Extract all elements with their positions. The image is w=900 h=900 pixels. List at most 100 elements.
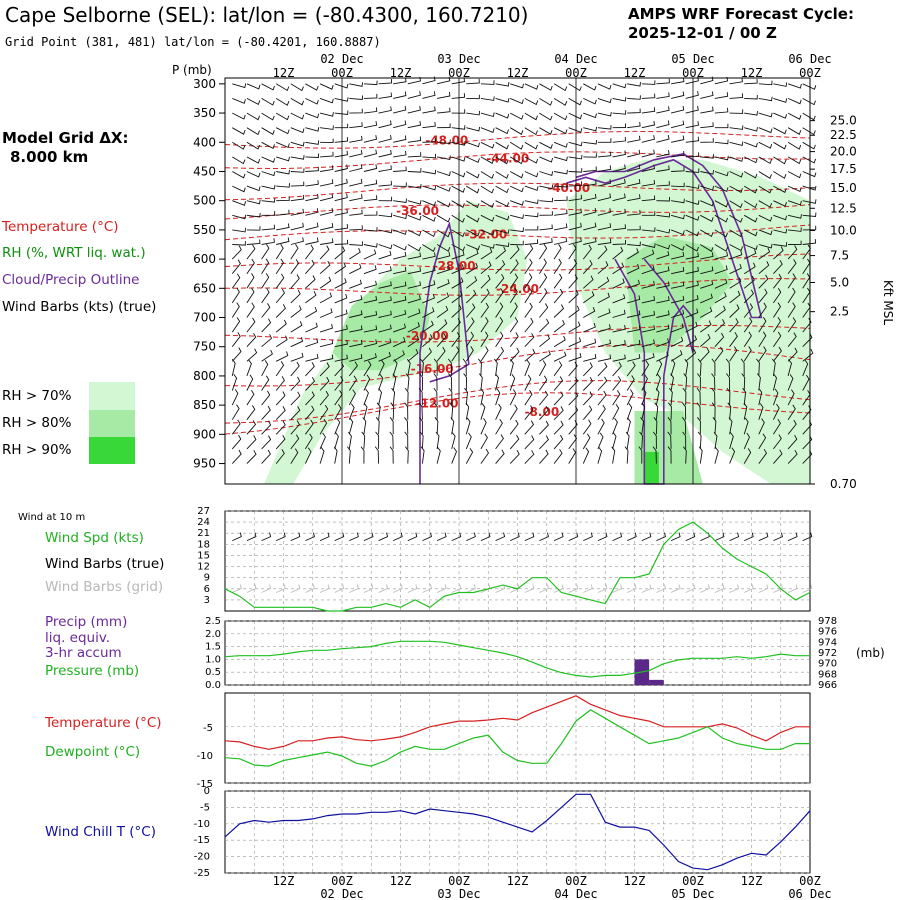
- top-hour-label: 00Z: [682, 66, 704, 80]
- wind-barb: [553, 361, 563, 377]
- wind-barb: [436, 319, 448, 333]
- wind-barb: [641, 280, 655, 289]
- wind-barb: [729, 185, 743, 193]
- wind-barb: [583, 166, 597, 172]
- wind-barb: [404, 431, 409, 449]
- wind-barb: [261, 318, 272, 333]
- wind-barb: [696, 387, 701, 406]
- wind-barb: [553, 434, 564, 450]
- wind-barb: [451, 77, 465, 85]
- wind-barb: [597, 97, 612, 104]
- kft-axis-title: Kft MSL: [881, 280, 895, 325]
- wind-barb: [553, 406, 564, 421]
- wind-barb: [743, 185, 758, 194]
- wind-barb: [788, 227, 802, 232]
- precip-legend-2: liq. equiv.: [45, 630, 110, 646]
- wind-barb: [597, 432, 604, 450]
- pressure-tick-label: 978: [818, 616, 837, 627]
- wind-barb: [597, 111, 612, 117]
- wind-barb: [275, 258, 284, 274]
- wind-barb: [539, 98, 553, 106]
- wind-barb: [246, 258, 255, 274]
- wind-barb: [390, 402, 395, 420]
- wind-barb: [583, 307, 596, 318]
- wind-barb: [436, 332, 447, 348]
- wind-barb: [787, 141, 802, 150]
- wind-barb: [524, 420, 535, 435]
- wind-barb: [466, 141, 480, 148]
- wind-barb: [451, 229, 465, 238]
- wind-barb: [612, 294, 626, 304]
- top-hour-label: 00Z: [448, 66, 470, 80]
- wind-barb: [758, 243, 773, 249]
- wind-barb: [773, 141, 787, 150]
- wind-barb: [802, 225, 817, 231]
- wind-barb: [773, 449, 783, 464]
- wind-barb: [480, 247, 493, 260]
- wind-barb: [407, 121, 422, 129]
- wind-barb: [433, 402, 438, 420]
- wind-barb: [422, 280, 436, 289]
- surface-barb-true: [407, 532, 418, 542]
- wind-barb: [407, 136, 422, 143]
- wind-barb: [466, 185, 480, 194]
- wind-speed-legend: Wind Spd (kts): [45, 530, 144, 546]
- wind-barb: [495, 185, 509, 194]
- p-axis-title: P (mb): [172, 63, 212, 77]
- wind-barb: [246, 239, 261, 245]
- wind-barb: [758, 96, 773, 102]
- wind-barb: [495, 246, 507, 260]
- wind-barb: [670, 323, 684, 333]
- wind-barb: [246, 317, 256, 333]
- wind-barb: [700, 333, 711, 348]
- wind-barb: [683, 373, 688, 391]
- wind-barb: [773, 419, 781, 435]
- wind-barb: [758, 141, 773, 149]
- station-title: Cape Selborne (SEL): lat/lon = (-80.4300…: [5, 3, 528, 27]
- wind-barb: [714, 139, 729, 145]
- wind-barb: [433, 373, 438, 391]
- wind-barb: [539, 334, 551, 348]
- wind-barb: [466, 276, 478, 289]
- wind-barb: [305, 193, 319, 202]
- wind-barb: [305, 140, 320, 145]
- top-hour-label: 00Z: [331, 66, 353, 80]
- wind-barb: [349, 82, 364, 87]
- wind-barb: [290, 352, 304, 362]
- wind-barb: [434, 417, 439, 435]
- wind-barb: [451, 93, 466, 99]
- wind-barb: [422, 200, 436, 207]
- surface-barb-true: [246, 532, 257, 542]
- wind-barb: [261, 224, 275, 231]
- wind-barb: [363, 374, 371, 391]
- wind-barb: [290, 337, 304, 348]
- wind-barb: [231, 419, 241, 435]
- wind-barb: [463, 373, 468, 391]
- pressure-tick-label: 950: [193, 457, 216, 471]
- wind-barb: [334, 110, 349, 115]
- model-grid-value: 8.000 km: [10, 148, 88, 166]
- wind-barb: [509, 347, 520, 362]
- wind-barb: [787, 359, 792, 377]
- wind-barb: [231, 332, 241, 347]
- wind-barb: [319, 376, 330, 391]
- wind-barb: [232, 171, 246, 179]
- wind-barb: [232, 141, 246, 150]
- wind-barb: [275, 112, 290, 121]
- wind-barb: [305, 208, 319, 216]
- surface-barb-grid: [378, 584, 389, 593]
- wind-barb: [539, 273, 548, 289]
- wind-barb: [480, 171, 495, 179]
- surface-barb-true: [261, 532, 272, 542]
- wind-barb: [276, 237, 290, 245]
- wind-barb: [261, 127, 275, 135]
- wind-barb: [656, 228, 671, 234]
- wind-barb: [305, 275, 316, 289]
- pressure-unit: (mb): [856, 646, 885, 660]
- wind-barb: [261, 83, 275, 91]
- wind-barb: [700, 106, 714, 114]
- wind-barb: [418, 402, 423, 420]
- wind-barb: [787, 200, 802, 206]
- wind-barb: [436, 185, 451, 192]
